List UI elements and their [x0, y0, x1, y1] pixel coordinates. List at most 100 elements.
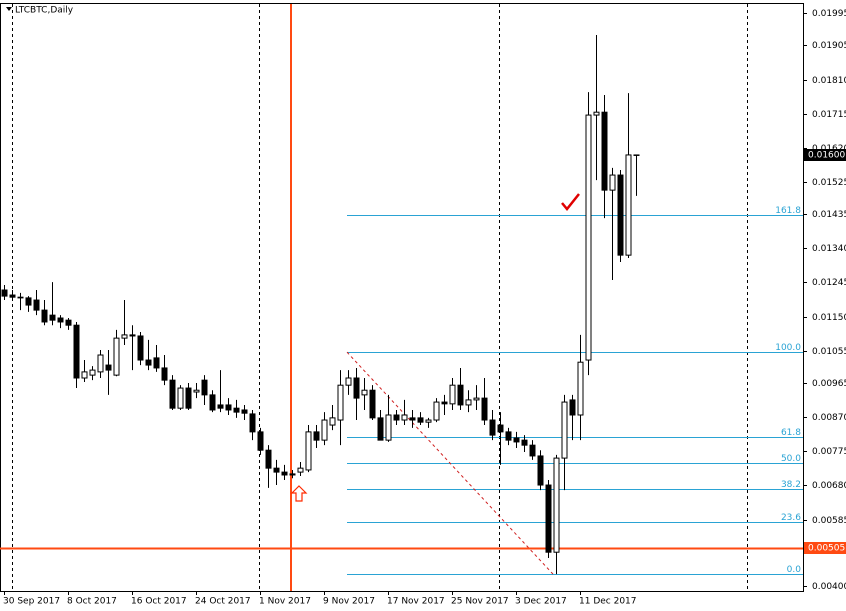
candle-body: [529, 444, 536, 457]
fib-label: 50.0: [781, 454, 801, 464]
candle-body: [33, 299, 40, 311]
candle-body: [105, 364, 112, 371]
x-tick-label: 24 Oct 2017: [195, 597, 251, 607]
candle-body: [489, 419, 496, 436]
y-tick-label: 0.01340: [812, 244, 846, 254]
fib-label: 100.0: [775, 343, 801, 353]
candle-body: [241, 409, 248, 414]
candle-body: [273, 467, 280, 473]
fib-trendline: [346, 351, 554, 575]
candle-body: [57, 317, 64, 323]
y-tick-label: 0.00680: [812, 481, 846, 491]
candle-body: [329, 417, 336, 426]
x-tick-label: 8 Oct 2017: [67, 597, 117, 607]
candle-body: [25, 297, 32, 306]
chart-title: LTCBTC,Daily: [15, 6, 74, 16]
price-label-box: [804, 542, 846, 554]
candle-body: [521, 439, 528, 446]
candle-body: [377, 417, 384, 441]
y-tick-label: 0.01055: [812, 347, 846, 357]
candle-body: [561, 401, 568, 459]
candle-body: [185, 387, 192, 409]
candle-body: [97, 354, 104, 373]
candle-body: [417, 417, 424, 423]
y-tick-label: 0.00400: [812, 582, 846, 592]
candle-body: [257, 431, 264, 451]
candle-body: [201, 379, 208, 396]
x-tick-label: 30 Sep 2017: [3, 597, 60, 607]
candle-body: [177, 387, 184, 409]
y-tick-label: 0.01715: [812, 110, 846, 120]
candle-body: [217, 404, 224, 409]
fib-label: 61.8: [781, 428, 801, 438]
candle-body: [601, 111, 608, 191]
candle-body: [441, 401, 448, 405]
y-tick-label: 0.01525: [812, 178, 846, 188]
y-tick-label: 0.00870: [812, 413, 846, 423]
plot-frame: [0, 3, 804, 592]
candle-body: [265, 449, 272, 469]
candle-body: [433, 401, 440, 421]
fib-label: 0.0: [787, 565, 802, 575]
candle-body: [337, 384, 344, 421]
candle-body: [481, 397, 488, 421]
candle-body: [113, 337, 120, 376]
x-tick-label: 1 Nov 2017: [259, 597, 311, 607]
candle-body: [585, 114, 592, 361]
period-separators: [12, 4, 748, 591]
candle-body: [153, 357, 160, 369]
candle-body: [457, 384, 464, 406]
candle-body: [297, 467, 304, 473]
candle-body: [305, 431, 312, 471]
candle-body: [537, 455, 544, 486]
x-tick-label: 16 Oct 2017: [131, 597, 187, 607]
candle-body: [625, 154, 632, 256]
candle-body: [393, 414, 400, 421]
candle-body: [41, 309, 48, 323]
candle-body: [65, 319, 72, 326]
candle-body: [633, 154, 640, 156]
candle-body: [569, 399, 576, 416]
price-label: 0.01600: [808, 151, 845, 161]
candle-body: [49, 314, 56, 321]
candle-body: [161, 367, 168, 381]
candle-body: [169, 379, 176, 409]
candle-body: [361, 389, 368, 396]
price-label: 0.00505: [808, 544, 845, 554]
candle-body: [401, 414, 408, 421]
y-tick-label: 0.00585: [812, 516, 846, 526]
candle-body: [609, 174, 616, 191]
candle-body: [385, 414, 392, 441]
y-tick-label: 0.00965: [812, 379, 846, 389]
candle-body: [9, 294, 16, 298]
candle-body: [369, 389, 376, 419]
candle-body: [553, 457, 560, 553]
candle-body: [121, 334, 128, 339]
candle-body: [425, 419, 432, 423]
candle-body: [249, 413, 256, 433]
buy-arrow: [290, 485, 308, 502]
y-tick-label: 0.01905: [812, 41, 846, 51]
candle-body: [505, 431, 512, 441]
y-tick-label: 0.01150: [812, 313, 846, 323]
price-label-box: [804, 149, 846, 161]
candle-body: [193, 389, 200, 393]
candle-body: [137, 335, 144, 361]
candle-body: [209, 394, 216, 411]
check-mark: [561, 193, 580, 211]
x-tick-label: 11 Dec 2017: [579, 597, 637, 607]
candle-body: [89, 369, 96, 376]
candle-body: [617, 174, 624, 256]
candle-body: [577, 361, 584, 416]
candle-body: [313, 431, 320, 441]
candle-body: [473, 397, 480, 401]
candle-body: [129, 334, 136, 337]
candle-body: [545, 484, 552, 553]
menu-arrow[interactable]: [6, 7, 12, 11]
y-tick-label: 0.01995: [812, 9, 846, 19]
fib-label: 161.8: [775, 206, 801, 216]
fib-label: 23.6: [781, 513, 801, 523]
candle-body: [73, 324, 80, 379]
candle-body: [145, 359, 152, 366]
